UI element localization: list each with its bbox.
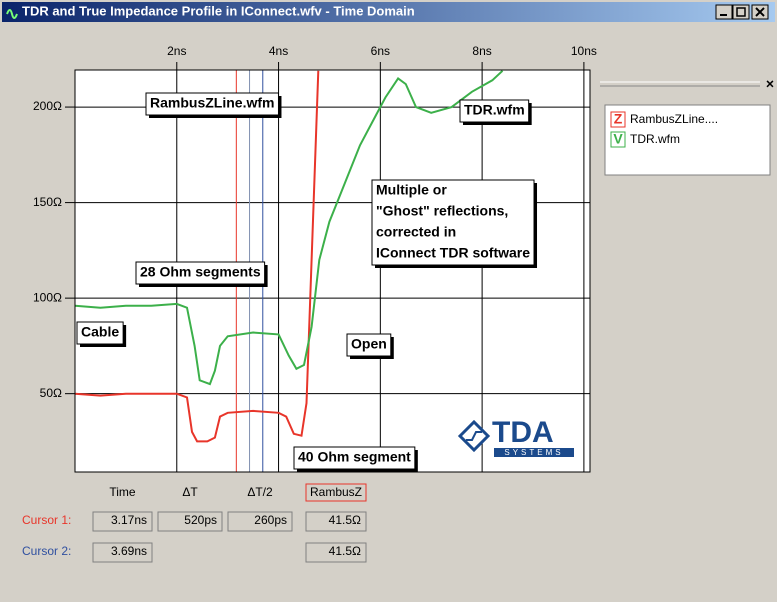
annotation: RambusZLine.wfm bbox=[145, 92, 282, 118]
window-buttons[interactable] bbox=[715, 4, 769, 20]
annotation-box bbox=[459, 99, 530, 123]
logo: TDA SYSTEMS bbox=[457, 416, 574, 457]
annotation-text: Multiple or bbox=[376, 182, 447, 198]
value-text: 41.5Ω bbox=[329, 544, 361, 558]
value-field bbox=[92, 542, 153, 563]
logo-text: TDA bbox=[492, 416, 554, 449]
annotation-box bbox=[135, 261, 266, 285]
annotation-text: "Ghost" reflections, bbox=[376, 203, 508, 219]
series-line bbox=[74, 70, 504, 386]
value-field bbox=[92, 511, 153, 532]
annotation-box bbox=[371, 179, 535, 266]
legend-symbol-box bbox=[610, 131, 626, 148]
annotation-text: corrected in bbox=[376, 224, 456, 240]
annotation-text: 28 Ohm segments bbox=[140, 264, 261, 280]
annotation: 40 Ohm segment bbox=[293, 446, 418, 472]
window-title: TDR and True Impedance Profile in IConne… bbox=[22, 3, 415, 18]
y-tick-label: 50Ω bbox=[40, 386, 62, 400]
app-icon bbox=[6, 9, 18, 19]
annotation: 28 Ohm segments bbox=[135, 261, 268, 287]
cursor-name: Cursor 1: bbox=[22, 513, 71, 527]
annotation: Open bbox=[346, 333, 394, 359]
legend-label: RambusZLine.... bbox=[630, 112, 718, 126]
legend-symbol-box bbox=[610, 111, 626, 128]
column-header: ΔT bbox=[182, 485, 198, 499]
legend: Z RambusZLine.... V TDR.wfm bbox=[610, 111, 718, 148]
x-tick-label: 6ns bbox=[371, 44, 390, 58]
x-tick-label: 2ns bbox=[167, 44, 186, 58]
value-text: 260ps bbox=[254, 513, 287, 527]
series-line bbox=[74, 70, 320, 443]
value-field bbox=[157, 511, 223, 532]
annotation: TDR.wfm bbox=[459, 99, 532, 125]
value-field bbox=[305, 511, 367, 532]
annotation-text: Cable bbox=[81, 324, 119, 340]
annotation-text: 40 Ohm segment bbox=[298, 449, 411, 465]
value-text: 41.5Ω bbox=[329, 513, 361, 527]
annotation-box bbox=[346, 333, 392, 357]
value-text: 520ps bbox=[184, 513, 217, 527]
x-tick-label: 4ns bbox=[269, 44, 288, 58]
legend-box bbox=[604, 104, 771, 176]
x-tick-label: 10ns bbox=[571, 44, 597, 58]
annotation-text: IConnect TDR software bbox=[376, 245, 530, 261]
annotation-box bbox=[293, 446, 416, 470]
column-header: ΔT/2 bbox=[247, 485, 273, 499]
y-tick-label: 150Ω bbox=[33, 195, 62, 209]
annotation-box bbox=[76, 321, 124, 345]
annotation-box bbox=[145, 92, 279, 116]
logo-sub: SYSTEMS bbox=[504, 448, 563, 457]
annotation-text: TDR.wfm bbox=[464, 102, 525, 118]
value-text: 3.69ns bbox=[111, 544, 147, 558]
legend-symbol: Z bbox=[614, 111, 623, 127]
logo-bar bbox=[494, 448, 574, 457]
column-header: Time bbox=[109, 485, 136, 499]
legend-close[interactable]: × bbox=[766, 76, 774, 92]
value-text: 3.17ns bbox=[111, 513, 147, 527]
y-tick-label: 200Ω bbox=[33, 99, 62, 113]
y-tick-label: 100Ω bbox=[33, 290, 62, 304]
annotation-text: Open bbox=[351, 336, 387, 352]
legend-label: TDR.wfm bbox=[630, 132, 680, 146]
annotation: Cable bbox=[76, 321, 127, 347]
cursor-table: Time ΔT ΔT/2 RambusZ Cursor 1: 3.17ns 520ps 260… bbox=[22, 483, 367, 563]
x-tick-label: 8ns bbox=[472, 44, 491, 58]
minimize-button[interactable] bbox=[715, 4, 733, 20]
close-icon bbox=[755, 7, 765, 17]
legend-symbol: V bbox=[613, 131, 623, 147]
cursor-name: Cursor 2: bbox=[22, 544, 71, 558]
header-box bbox=[305, 483, 367, 502]
column-header: RambusZ bbox=[310, 485, 362, 499]
annotation: Multiple or "Ghost" reflections, corrected… bbox=[371, 179, 538, 268]
annotation-text: RambusZLine.wfm bbox=[150, 95, 274, 111]
logo-wave bbox=[466, 431, 482, 441]
maximize-icon bbox=[736, 7, 746, 17]
title-bar bbox=[2, 2, 775, 22]
value-field bbox=[227, 511, 293, 532]
value-field bbox=[305, 542, 367, 563]
maximize-button[interactable] bbox=[732, 4, 750, 20]
